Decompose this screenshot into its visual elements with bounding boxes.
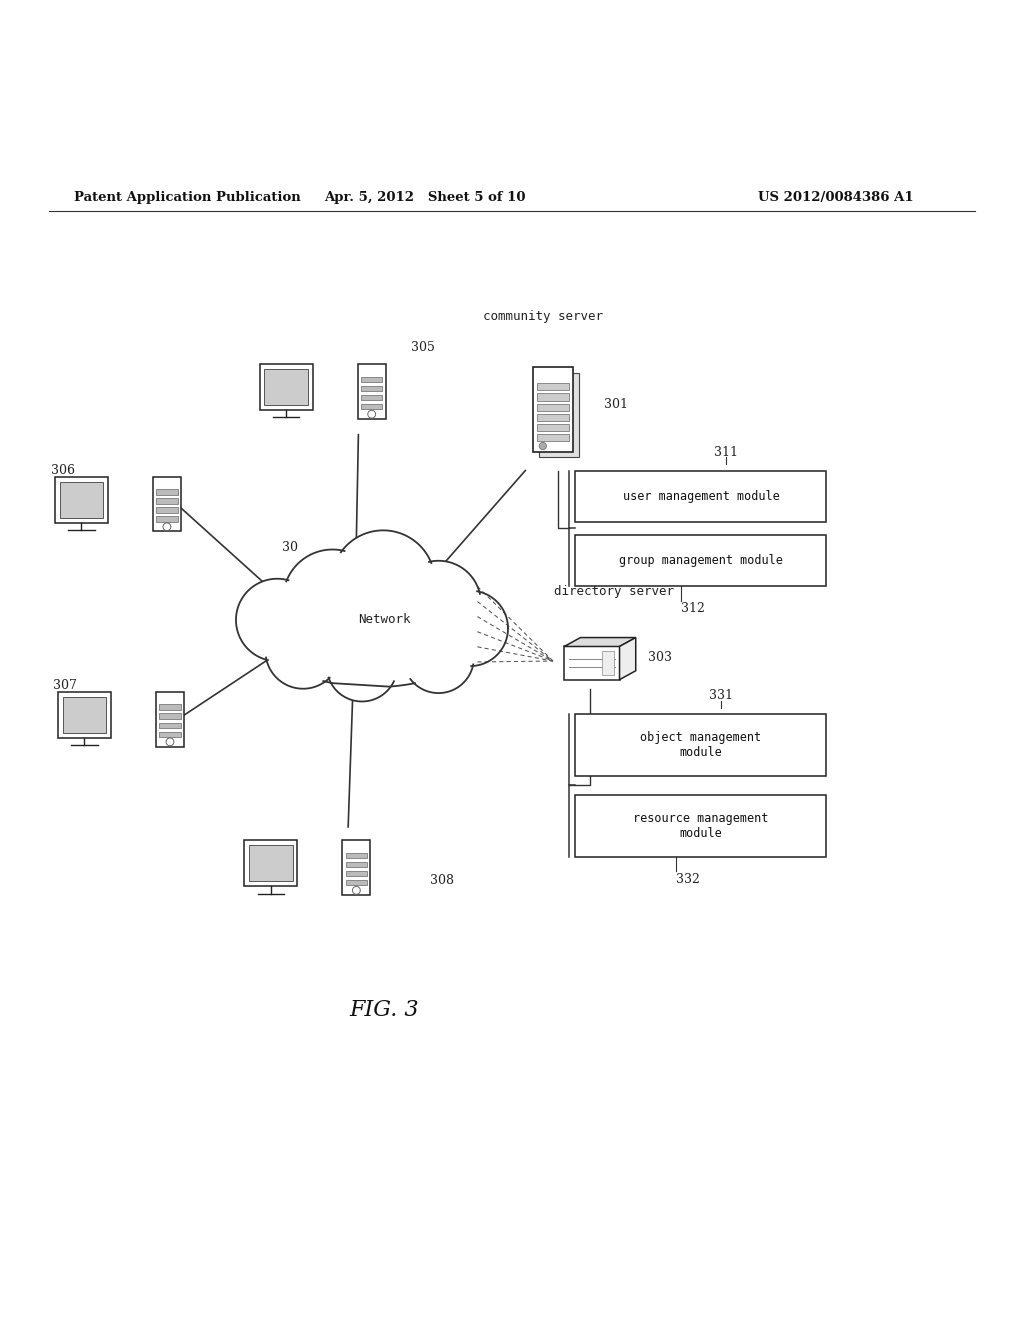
Text: US 2012/0084386 A1: US 2012/0084386 A1	[758, 190, 913, 203]
FancyBboxPatch shape	[260, 364, 312, 411]
FancyBboxPatch shape	[58, 692, 111, 738]
FancyBboxPatch shape	[361, 376, 382, 381]
FancyBboxPatch shape	[342, 841, 371, 895]
Polygon shape	[283, 549, 382, 648]
Text: 312: 312	[681, 602, 705, 615]
Text: directory server: directory server	[554, 585, 675, 598]
Polygon shape	[620, 638, 636, 680]
FancyBboxPatch shape	[537, 434, 569, 441]
Polygon shape	[396, 561, 481, 645]
Polygon shape	[433, 590, 508, 667]
FancyBboxPatch shape	[59, 482, 103, 517]
Text: group management module: group management module	[618, 554, 783, 568]
FancyBboxPatch shape	[602, 652, 614, 675]
FancyBboxPatch shape	[537, 383, 569, 391]
FancyBboxPatch shape	[346, 871, 367, 876]
FancyBboxPatch shape	[160, 714, 180, 718]
FancyBboxPatch shape	[564, 647, 620, 680]
FancyBboxPatch shape	[575, 714, 826, 776]
Polygon shape	[332, 531, 435, 634]
FancyBboxPatch shape	[539, 372, 580, 458]
Text: 306: 306	[51, 465, 76, 477]
Text: FIG. 3: FIG. 3	[349, 999, 419, 1022]
FancyBboxPatch shape	[537, 424, 569, 432]
FancyBboxPatch shape	[153, 477, 181, 532]
FancyBboxPatch shape	[62, 697, 106, 733]
Text: user management module: user management module	[623, 490, 779, 503]
Text: 301: 301	[604, 397, 628, 411]
FancyBboxPatch shape	[346, 880, 367, 886]
FancyBboxPatch shape	[245, 841, 297, 886]
FancyBboxPatch shape	[160, 705, 180, 710]
FancyBboxPatch shape	[55, 477, 108, 523]
FancyBboxPatch shape	[575, 470, 826, 521]
FancyBboxPatch shape	[361, 385, 382, 391]
FancyBboxPatch shape	[346, 853, 367, 858]
Polygon shape	[403, 623, 474, 693]
Text: 308: 308	[430, 874, 454, 887]
Polygon shape	[327, 631, 397, 701]
Text: 311: 311	[714, 446, 738, 458]
FancyBboxPatch shape	[346, 862, 367, 867]
FancyBboxPatch shape	[160, 731, 180, 737]
FancyBboxPatch shape	[160, 722, 180, 727]
FancyBboxPatch shape	[157, 507, 177, 512]
FancyBboxPatch shape	[264, 370, 308, 405]
Text: object management
module: object management module	[640, 731, 762, 759]
FancyBboxPatch shape	[361, 395, 382, 400]
FancyBboxPatch shape	[249, 845, 293, 882]
FancyBboxPatch shape	[537, 393, 569, 401]
Text: 303: 303	[648, 652, 672, 664]
FancyBboxPatch shape	[361, 404, 382, 409]
Text: 332: 332	[676, 873, 699, 886]
FancyBboxPatch shape	[537, 413, 569, 421]
Polygon shape	[236, 578, 318, 661]
Text: Patent Application Publication: Patent Application Publication	[74, 190, 300, 203]
Text: Network: Network	[357, 612, 411, 626]
Polygon shape	[265, 614, 341, 689]
Polygon shape	[256, 561, 492, 688]
FancyBboxPatch shape	[157, 516, 177, 521]
FancyBboxPatch shape	[157, 499, 177, 504]
FancyBboxPatch shape	[575, 795, 826, 857]
Text: community server: community server	[482, 310, 603, 323]
FancyBboxPatch shape	[357, 364, 386, 418]
Text: 307: 307	[52, 678, 77, 692]
Circle shape	[540, 442, 547, 450]
Polygon shape	[564, 638, 636, 647]
FancyBboxPatch shape	[532, 367, 573, 451]
FancyBboxPatch shape	[575, 535, 826, 586]
FancyBboxPatch shape	[156, 692, 184, 747]
Text: 305: 305	[411, 341, 435, 354]
FancyBboxPatch shape	[537, 404, 569, 411]
Text: 30: 30	[282, 541, 298, 554]
Text: resource management
module: resource management module	[633, 812, 769, 840]
Text: 331: 331	[709, 689, 733, 702]
FancyBboxPatch shape	[157, 490, 177, 495]
Text: Apr. 5, 2012   Sheet 5 of 10: Apr. 5, 2012 Sheet 5 of 10	[325, 190, 525, 203]
